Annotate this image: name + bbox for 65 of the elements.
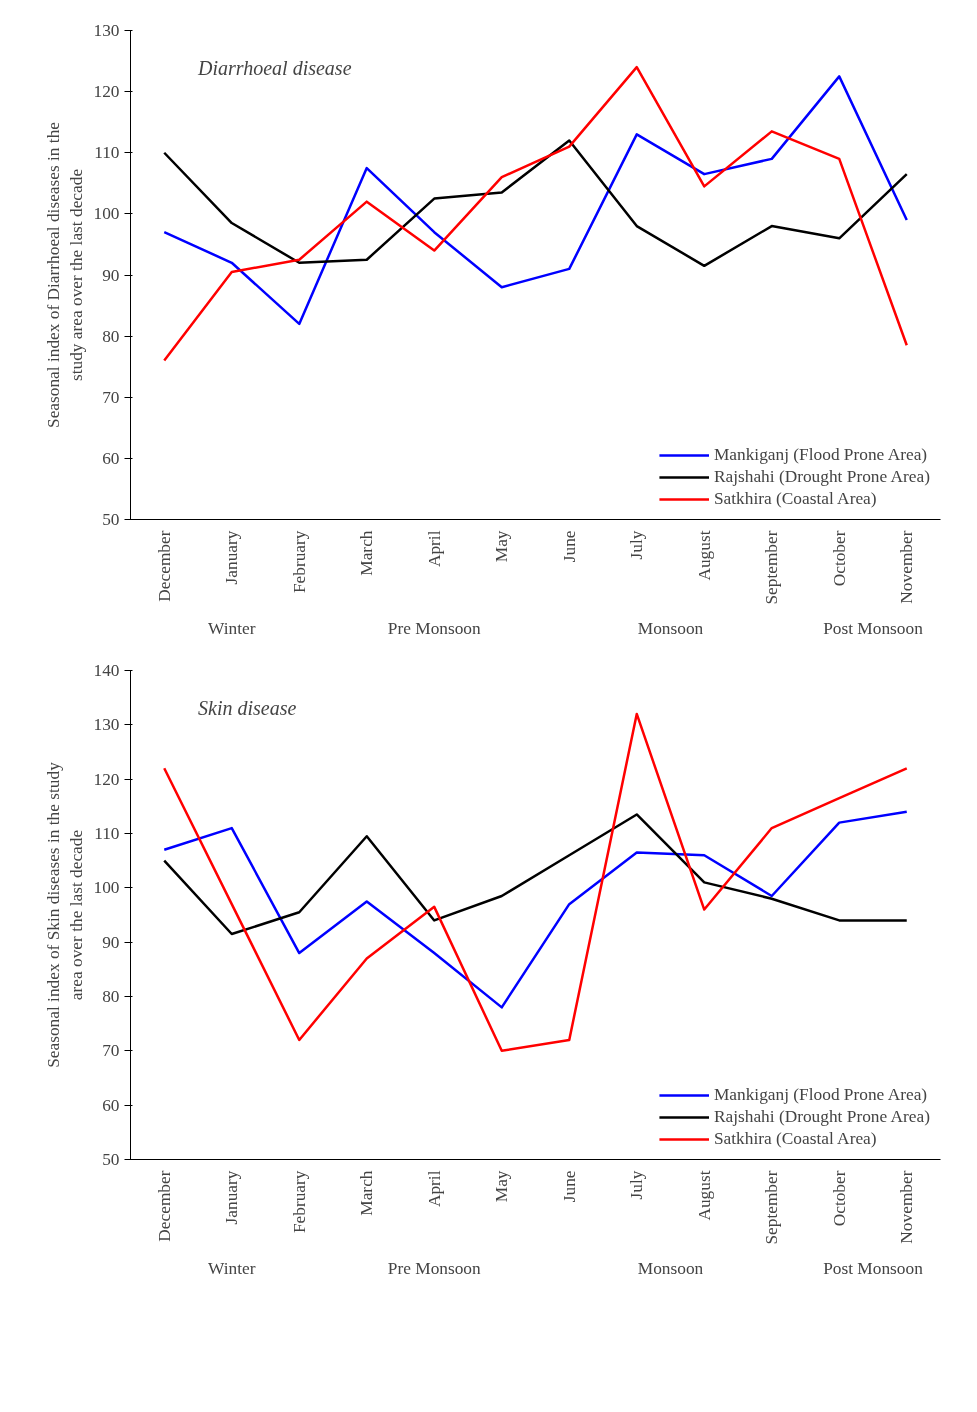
- x-tick-label: December: [154, 1170, 174, 1242]
- x-tick-label: November: [897, 530, 917, 604]
- x-tick-label: February: [289, 1170, 309, 1234]
- text: Monsoon: [637, 618, 704, 638]
- legend-label: Mankiganj (Flood Prone Area): [713, 445, 928, 465]
- y-axis-title: Seasonal index of Diarrhoeal diseases in the study area over the last decade: [43, 121, 86, 429]
- y-tick-label: 130: [93, 21, 120, 40]
- x-tick-label: March: [357, 530, 377, 576]
- y-tick-label: 90: [102, 265, 120, 285]
- y-tick-label: 130: [93, 715, 120, 735]
- line-series: [163, 813, 908, 936]
- line-series: [163, 810, 908, 1009]
- y-tick-label: 60: [102, 1095, 120, 1115]
- y-tick-label: 110: [94, 143, 120, 163]
- x-tick-label: October: [829, 1170, 849, 1227]
- y-tick-label: 100: [93, 204, 120, 224]
- text: Pre Monsoon: [387, 618, 482, 638]
- line-series: [163, 139, 908, 268]
- y-tick-label: 60: [102, 448, 120, 468]
- x-tick-label: April: [424, 530, 444, 568]
- y-axis-title: Seasonal index of Skin diseases in the study area over the last decade: [43, 761, 86, 1068]
- x-tick-label: August: [694, 1170, 714, 1221]
- y-tick-label: 80: [102, 987, 120, 1006]
- x-tick-label: June: [559, 1170, 579, 1203]
- text: Monsoon: [637, 1258, 704, 1278]
- y-tick-label: 120: [93, 82, 120, 102]
- x-tick-label: November: [897, 1170, 917, 1244]
- x-tick-label: April: [424, 1170, 444, 1208]
- x-tick-label: May: [492, 1170, 512, 1203]
- x-tick-label: March: [357, 1170, 377, 1216]
- x-tick-label: May: [492, 530, 512, 563]
- legend-label: Rajshahi (Drought Prone Area): [713, 467, 930, 487]
- x-tick-label: September: [762, 1170, 782, 1245]
- y-tick-label: 80: [102, 326, 120, 346]
- y-tick-label: 90: [102, 932, 120, 952]
- y-tick-label: 70: [102, 1041, 120, 1061]
- y-tick-label: 140: [93, 661, 120, 680]
- x-tick-label: February: [289, 530, 309, 594]
- x-tick-label: July: [627, 530, 647, 560]
- y-tick-label: 70: [102, 387, 120, 407]
- line-series: [163, 75, 908, 326]
- x-tick-label: January: [222, 1170, 242, 1225]
- text: Diarrhoeal disease: [197, 57, 352, 80]
- x-tick-label: October: [829, 530, 849, 587]
- x-tick-label: June: [559, 530, 579, 563]
- legend-label: Satkhira (Coastal Area): [713, 489, 877, 509]
- x-tick-label: July: [627, 1170, 647, 1200]
- x-tick-label: January: [222, 530, 242, 585]
- y-tick-label: 50: [102, 510, 120, 529]
- text: Post Monsoon: [823, 1258, 924, 1278]
- text: Post Monsoon: [823, 618, 924, 638]
- legend-label: Rajshahi (Drought Prone Area): [713, 1107, 930, 1127]
- text: Pre Monsoon: [387, 1258, 482, 1278]
- y-tick-label: 120: [93, 769, 120, 789]
- y-tick-label: 50: [102, 1150, 120, 1169]
- legend-label: Satkhira (Coastal Area): [713, 1129, 877, 1149]
- x-tick-label: December: [154, 530, 174, 602]
- y-tick-label: 110: [94, 824, 120, 843]
- x-tick-label: September: [762, 530, 782, 605]
- text: Skin disease: [198, 697, 297, 720]
- y-tick-label: 100: [93, 878, 120, 898]
- x-tick-label: August: [694, 530, 714, 581]
- text: Winter: [208, 1258, 256, 1278]
- legend-label: Mankiganj (Flood Prone Area): [713, 1085, 928, 1105]
- text: Winter: [208, 618, 256, 638]
